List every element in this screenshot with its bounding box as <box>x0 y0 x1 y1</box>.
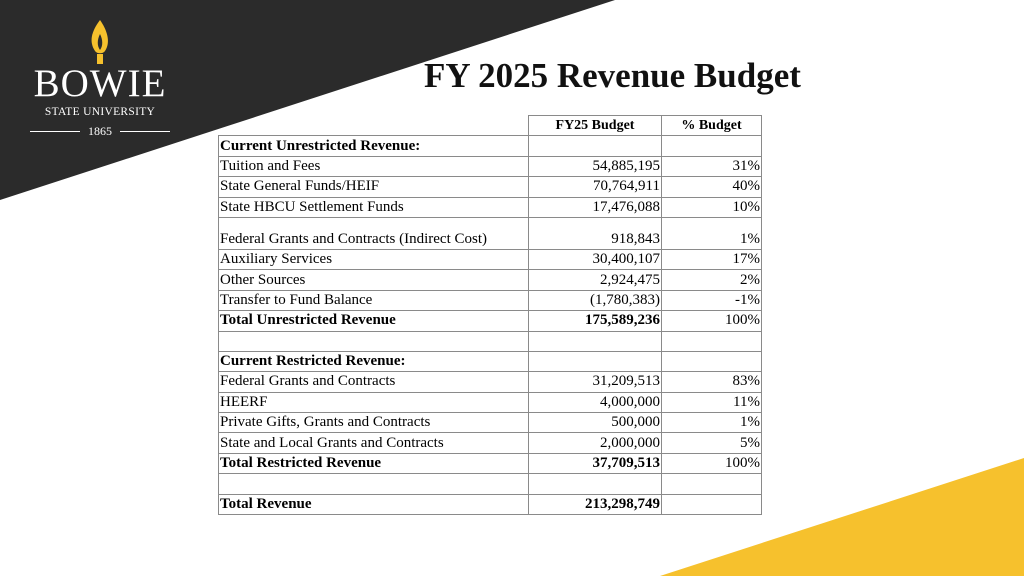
table-row: HEERF 4,000,000 11% <box>218 391 762 414</box>
table-row <box>218 330 762 352</box>
table-row: Total Revenue 213,298,749 <box>218 493 762 516</box>
row-label <box>218 473 529 495</box>
row-label: State and Local Grants and Contracts <box>218 432 529 454</box>
row-percent <box>661 350 762 373</box>
row-budget: 175,589,236 <box>528 310 662 332</box>
table-row: Federal Grants and Contracts (Indirect C… <box>218 216 762 250</box>
row-budget: 37,709,513 <box>528 452 662 475</box>
row-label: Federal Grants and Contracts <box>218 371 529 393</box>
row-percent <box>661 135 762 157</box>
row-label: Total Unrestricted Revenue <box>218 310 529 332</box>
row-label <box>218 330 529 352</box>
table-row: Private Gifts, Grants and Contracts 500,0… <box>218 412 762 434</box>
row-budget <box>528 135 662 157</box>
row-budget: 31,209,513 <box>528 371 662 393</box>
table-row: Tuition and Fees 54,885,195 31% <box>218 155 762 178</box>
row-percent: 83% <box>661 371 762 393</box>
header-fy25-budget: FY25 Budget <box>528 114 662 137</box>
row-label: Transfer to Fund Balance <box>218 289 529 312</box>
row-label: State General Funds/HEIF <box>218 176 529 198</box>
row-percent: 10% <box>661 196 762 218</box>
table-row: Total Unrestricted Revenue 175,589,236 100… <box>218 310 762 332</box>
page-title: FY 2025 Revenue Budget <box>424 56 801 95</box>
table-row: State and Local Grants and Contracts 2,00… <box>218 432 762 454</box>
table-row: Federal Grants and Contracts 31,209,513 83… <box>218 371 762 393</box>
row-budget: 30,400,107 <box>528 248 662 271</box>
row-percent <box>661 330 762 352</box>
row-percent: 11% <box>661 391 762 414</box>
row-budget <box>528 330 662 352</box>
row-label: Total Restricted Revenue <box>218 452 529 475</box>
row-label: HEERF <box>218 391 529 414</box>
row-budget: 918,843 <box>528 216 662 250</box>
logo-subtitle: STATE UNIVERSITY <box>44 106 156 118</box>
row-label: Current Restricted Revenue: <box>218 350 529 373</box>
table-row: Total Restricted Revenue 37,709,513 100% <box>218 452 762 475</box>
row-budget: 2,924,475 <box>528 269 662 291</box>
row-budget: 500,000 <box>528 412 662 434</box>
logo-divider-left <box>30 130 80 132</box>
dark-corner-band <box>0 0 615 200</box>
row-label: Current Unrestricted Revenue: <box>218 135 529 157</box>
row-label: State HBCU Settlement Funds <box>218 196 529 218</box>
table-row <box>218 473 762 495</box>
torch-flame-icon <box>91 20 108 64</box>
row-budget <box>528 350 662 373</box>
row-label: Private Gifts, Grants and Contracts <box>218 412 529 434</box>
row-budget: 2,000,000 <box>528 432 662 454</box>
table-row: Current Restricted Revenue: <box>218 350 762 373</box>
row-percent: 2% <box>661 269 762 291</box>
row-budget: (1,780,383) <box>528 289 662 312</box>
table-row: State General Funds/HEIF 70,764,911 40% <box>218 176 762 198</box>
logo-wordmark: BOWIE <box>33 62 167 105</box>
row-budget: 17,476,088 <box>528 196 662 218</box>
row-label: Tuition and Fees <box>218 155 529 178</box>
row-percent: 1% <box>661 216 762 250</box>
row-percent: 17% <box>661 248 762 271</box>
row-percent: 100% <box>661 452 762 475</box>
table-row: Auxiliary Services 30,400,107 17% <box>218 248 762 271</box>
row-budget <box>528 473 662 495</box>
logo-divider-right <box>120 130 170 132</box>
row-percent: 1% <box>661 412 762 434</box>
table-header-row: FY25 Budget % Budget <box>218 114 762 137</box>
row-percent: 100% <box>661 310 762 332</box>
row-label: Total Revenue <box>218 493 529 516</box>
row-budget: 213,298,749 <box>528 493 662 516</box>
row-percent: 40% <box>661 176 762 198</box>
row-percent: 5% <box>661 432 762 454</box>
row-percent <box>661 473 762 495</box>
row-label: Other Sources <box>218 269 529 291</box>
row-budget: 54,885,195 <box>528 155 662 178</box>
header-percent-budget: % Budget <box>661 114 762 137</box>
table-row: Current Unrestricted Revenue: <box>218 135 762 157</box>
row-percent: 31% <box>661 155 762 178</box>
header-label-cell <box>218 115 529 137</box>
row-label: Federal Grants and Contracts (Indirect C… <box>218 216 529 250</box>
revenue-budget-table: FY25 Budget % Budget Current Unrestricte… <box>218 114 762 516</box>
row-percent <box>661 493 762 516</box>
yellow-corner-band <box>660 458 1024 576</box>
table-row: Transfer to Fund Balance (1,780,383) -1% <box>218 289 762 312</box>
table-row: State HBCU Settlement Funds 17,476,088 10% <box>218 196 762 218</box>
row-percent: -1% <box>661 289 762 312</box>
row-label: Auxiliary Services <box>218 248 529 271</box>
row-budget: 70,764,911 <box>528 176 662 198</box>
logo-year: 1865 <box>88 123 112 138</box>
row-budget: 4,000,000 <box>528 391 662 414</box>
table-row: Other Sources 2,924,475 2% <box>218 269 762 291</box>
logo-year-row: 1865 <box>30 124 170 138</box>
